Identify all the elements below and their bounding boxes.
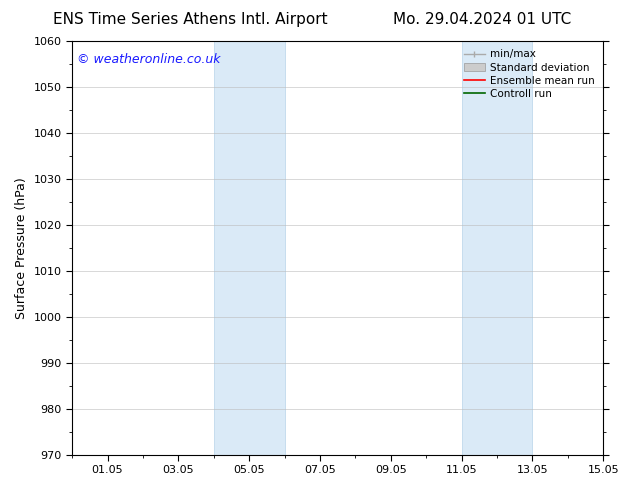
Legend: min/max, Standard deviation, Ensemble mean run, Controll run: min/max, Standard deviation, Ensemble me… bbox=[461, 46, 598, 102]
Text: ENS Time Series Athens Intl. Airport: ENS Time Series Athens Intl. Airport bbox=[53, 12, 328, 27]
Bar bbox=[214, 41, 285, 455]
Y-axis label: Surface Pressure (hPa): Surface Pressure (hPa) bbox=[15, 177, 28, 318]
Text: Mo. 29.04.2024 01 UTC: Mo. 29.04.2024 01 UTC bbox=[392, 12, 571, 27]
Bar bbox=[462, 41, 533, 455]
Text: © weatheronline.co.uk: © weatheronline.co.uk bbox=[77, 53, 221, 67]
